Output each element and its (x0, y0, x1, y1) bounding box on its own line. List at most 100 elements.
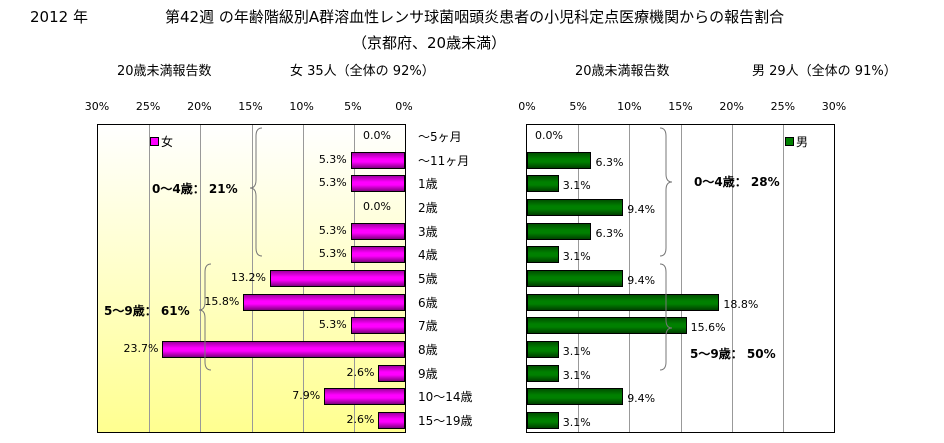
female-bar (378, 412, 405, 430)
category-label: 2歳 (418, 200, 438, 215)
male-bar (527, 412, 559, 430)
male-bar (527, 198, 624, 216)
category-label: 10～14歳 (418, 390, 473, 405)
female-bar (350, 246, 405, 264)
male-plot-area: 男 (526, 124, 835, 433)
x-tick-label-female: 25% (135, 100, 161, 113)
female-data-label: 0.0% (363, 128, 391, 142)
brace-female-5-9 (198, 263, 212, 371)
male-legend: 男 (785, 133, 808, 150)
male-bar (527, 388, 624, 406)
category-label: ～5ヶ月 (418, 129, 462, 144)
male-data-label: 9.4% (627, 202, 656, 216)
male-annotation-5-9: 5～9歳： 50% (690, 347, 776, 361)
category-label: 15～19歳 (418, 414, 473, 429)
male-data-label: 6.3% (595, 226, 624, 240)
female-data-label: 13.2% (230, 271, 266, 284)
x-tick-label-female: 15% (238, 100, 263, 113)
male-data-label: 18.8% (723, 297, 759, 311)
category-label: 7歳 (418, 319, 438, 334)
male-data-label: 3.1% (562, 345, 591, 359)
female-data-label: 2.6% (346, 365, 375, 379)
x-tick-label-female: 30% (84, 100, 110, 113)
chart-subtitle: （京都府、20歳未満） (352, 34, 507, 52)
year: 2012 年 (30, 8, 88, 26)
chart-title: 第42週 の年齢階級別A群溶血性レンサ球菌咽頭炎患者の小児科定点医療機関からの報… (165, 8, 785, 26)
x-tick-label-female: 5% (344, 100, 362, 113)
x-tick-label-male: 30% (821, 100, 847, 113)
female-data-label: 0.0% (363, 199, 391, 213)
female-bar (350, 151, 405, 169)
x-tick-label-male: 20% (719, 100, 744, 113)
category-label: 1歳 (418, 177, 438, 192)
x-tick-label-female: 0% (395, 100, 413, 113)
category-label: 4歳 (418, 248, 438, 263)
category-label: 9歳 (418, 366, 438, 381)
category-label: 6歳 (418, 295, 438, 310)
female-data-label: 2.6% (346, 413, 375, 427)
male-data-label: 3.1% (562, 416, 591, 430)
left-count-label: 20歳未満報告数 (117, 64, 212, 79)
right-count-label: 20歳未満報告数 (575, 64, 670, 79)
x-tick-label-male: 0% (518, 100, 536, 113)
gridline (149, 125, 151, 432)
male-bar (527, 151, 592, 169)
category-label: 3歳 (418, 224, 438, 239)
female-bar (324, 388, 405, 406)
female-bar (350, 222, 405, 240)
category-label: 5歳 (418, 272, 438, 286)
gridline (680, 125, 682, 432)
female-annotation-5-9: 5～9歳： 61% (104, 304, 190, 318)
female-bar (378, 364, 405, 382)
male-annotation-0-4: 0～4歳： 28% (694, 175, 780, 189)
female-data-label: 5.3% (318, 318, 347, 332)
legend-label: 女 (161, 135, 174, 149)
x-tick-label-female: 20% (187, 100, 212, 113)
female-bar (269, 270, 405, 287)
male-bar (527, 270, 624, 287)
male-bar (527, 222, 592, 240)
x-tick-label-male: 25% (770, 100, 796, 113)
gridline (251, 125, 253, 432)
category-label: ～11ヶ月 (418, 153, 470, 168)
male-data-label: 3.1% (562, 250, 591, 264)
female-data-label: 5.3% (318, 152, 347, 166)
male-bar (527, 293, 720, 311)
female-bar (243, 293, 405, 311)
male-bar (527, 246, 559, 264)
gridline (629, 125, 631, 432)
x-tick-label-male: 15% (668, 100, 693, 113)
male-bar (527, 341, 559, 359)
female-plot-area: 女 (97, 124, 406, 433)
female-data-label: 23.7% (123, 342, 159, 356)
x-tick-label-male: 10% (617, 100, 642, 113)
category-label: 8歳 (418, 343, 438, 358)
male-data-label: 3.1% (562, 179, 591, 193)
gridline (731, 125, 733, 432)
brace-male-5-9 (659, 263, 673, 371)
female-legend: 女 (150, 133, 173, 150)
female-data-label: 15.8% (204, 294, 240, 308)
x-tick-label-male: 5% (569, 100, 587, 113)
legend-swatch (150, 137, 159, 146)
brace-female-0-4 (249, 127, 263, 257)
x-tick-label-female: 10% (289, 100, 314, 113)
legend-label: 男 (796, 135, 809, 149)
female-bar (162, 341, 405, 359)
left-summary: 女 35人（全体の 92%） (290, 64, 435, 79)
gridline (782, 125, 784, 432)
female-data-label: 5.3% (318, 176, 347, 190)
male-data-label: 9.4% (627, 392, 656, 406)
legend-swatch (785, 137, 794, 146)
male-bar (527, 317, 687, 335)
male-bar (527, 364, 559, 382)
female-bar (350, 175, 405, 193)
female-annotation-0-4: 0～4歳： 21% (152, 182, 238, 196)
male-data-label: 15.6% (690, 321, 726, 335)
female-data-label: 5.3% (318, 247, 347, 261)
male-data-label: 6.3% (595, 155, 624, 169)
gridline (200, 125, 202, 432)
male-bar (527, 175, 559, 193)
male-data-label: 9.4% (627, 274, 656, 287)
